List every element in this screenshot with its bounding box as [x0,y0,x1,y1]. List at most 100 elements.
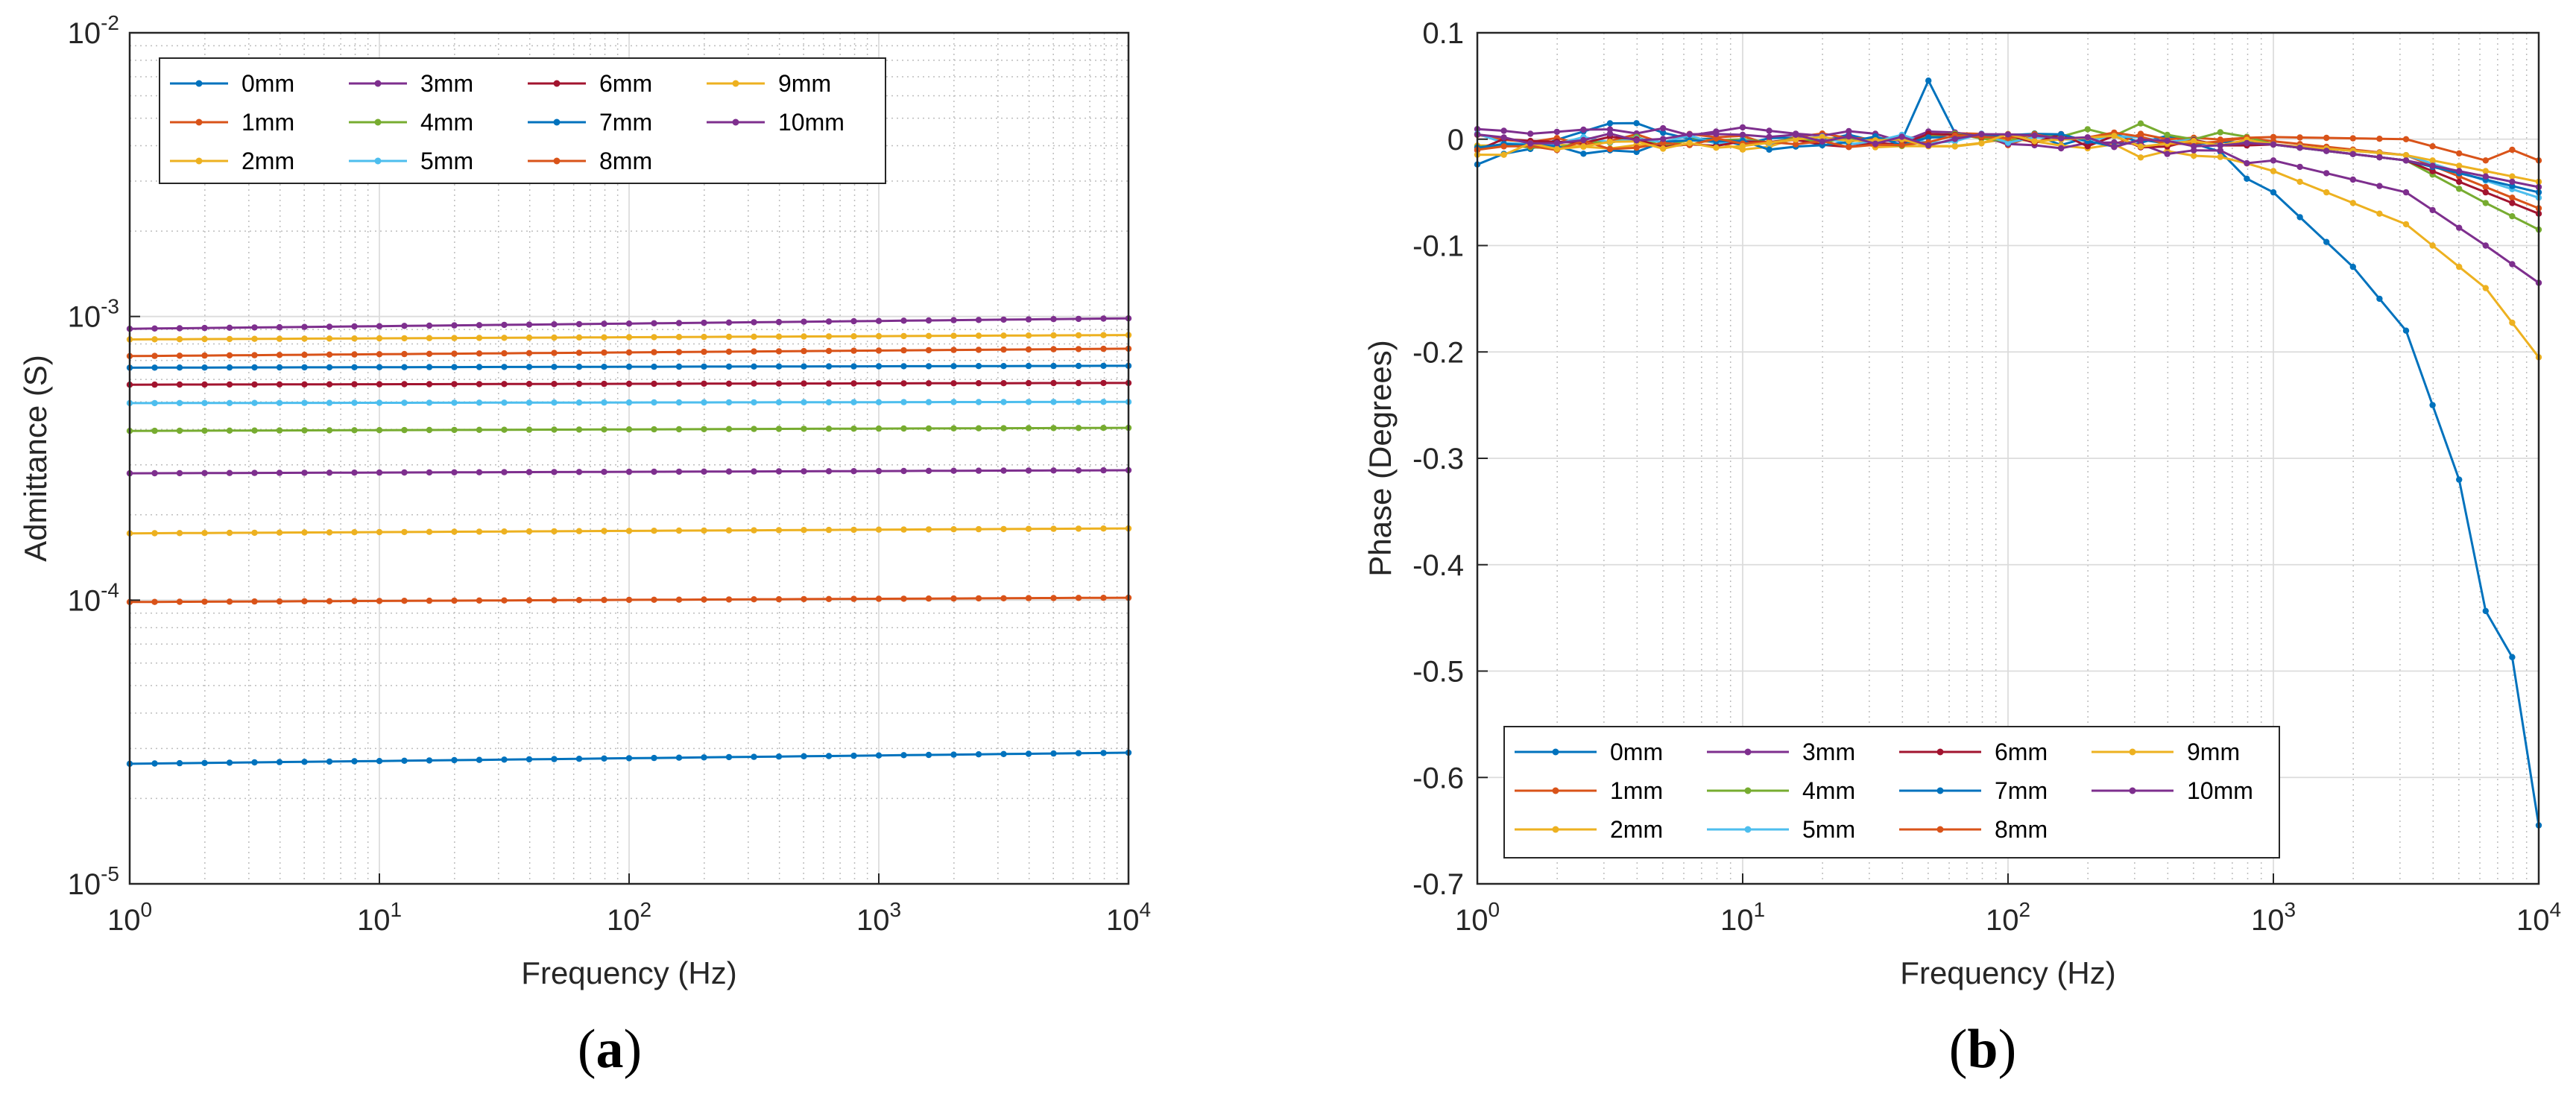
legend-item-7mm: 7mm [1899,777,2048,804]
data-point [975,525,982,533]
data-point [625,363,633,370]
data-point [251,335,258,342]
data-point [426,399,433,406]
data-point [825,468,833,475]
legend-item-10mm: 10mm [2092,777,2253,804]
x-tick-label: 102 [607,898,651,937]
data-point [725,333,733,341]
data-point [875,595,883,602]
data-point [725,363,733,370]
data-point [2058,135,2065,142]
data-point [1050,750,1057,757]
data-point [701,333,707,341]
data-point [176,381,183,388]
data-point [601,755,607,762]
data-point [925,363,932,370]
data-point [850,595,857,602]
data-point [825,363,833,370]
data-point [1075,425,1082,431]
data-point [326,427,333,434]
data-point [1739,124,1746,131]
data-point [1000,363,1007,370]
data-point [950,332,957,339]
data-point [201,335,208,343]
data-point [1100,345,1107,352]
legend-label: 6mm [599,70,652,97]
data-point [2509,200,2516,206]
data-point [151,427,158,434]
data-point [1025,525,1032,532]
data-point [1978,130,1985,138]
data-point [1500,151,1507,158]
panel-b-xlabel: Frequency (Hz) [1900,955,2115,990]
data-point [426,350,433,357]
data-point [551,756,558,762]
data-point [900,467,907,475]
data-point [900,752,907,759]
data-point [1025,316,1032,323]
data-point [2031,132,2038,139]
series-1mm [126,594,1132,605]
data-point [2111,133,2118,139]
y-tick-label: 0 [1448,124,1464,156]
data-point [2270,133,2277,141]
data-point [575,364,583,370]
data-point [625,399,633,406]
data-point [950,526,957,533]
data-point [751,319,757,326]
data-point [1000,380,1007,387]
data-point [575,469,583,475]
data-point [226,335,233,343]
data-point [675,468,683,475]
panel-b-ticks: 100 101 102 103 104 0.1 0 -0.1 -0.2 -0.3 -0.4 -0.5 -… [1412,17,2561,937]
data-point [900,363,907,370]
legend-label: 0mm [242,70,294,97]
data-point [226,529,233,537]
data-point [850,752,857,759]
data-point [301,323,308,330]
data-point [2164,151,2171,157]
data-point [351,529,358,536]
data-point [675,596,683,603]
series-10mm [126,315,1132,332]
data-point [1075,595,1082,601]
data-point [1075,362,1082,370]
data-point [501,469,508,475]
panel-a-chart: 100 101 102 103 104 10-5 10-4 10-3 10-2 0mm 1mm 2m… [18,11,1151,1080]
data-point [825,426,833,432]
data-point [2191,152,2197,159]
data-point [975,317,982,323]
data-point [2509,178,2516,186]
data-point [401,335,408,342]
legend-label: 9mm [2187,739,2240,765]
data-point [1660,136,1667,142]
data-point [850,526,857,534]
data-point [601,349,607,356]
data-point [575,399,583,406]
data-point [251,381,258,388]
data-point [651,363,657,370]
data-point [2509,213,2516,220]
data-point [451,756,458,764]
data-point [2323,170,2330,177]
data-point [1050,346,1057,352]
data-point [2296,134,2303,141]
data-point [326,758,333,765]
x-tick-label: 104 [2516,898,2561,937]
data-point [675,399,683,406]
data-point [401,469,408,476]
data-point [176,336,183,343]
data-point [1580,136,1587,144]
data-point [426,426,433,434]
data-point [426,469,433,476]
data-point [1025,362,1032,370]
data-point [1925,134,1932,141]
data-point [376,335,383,342]
data-point [501,364,508,370]
data-point [675,754,683,761]
data-point [1100,362,1107,370]
data-point [2296,163,2303,171]
legend-marker [732,80,739,87]
data-point [1606,139,1614,145]
x-tick-label: 100 [107,898,152,937]
